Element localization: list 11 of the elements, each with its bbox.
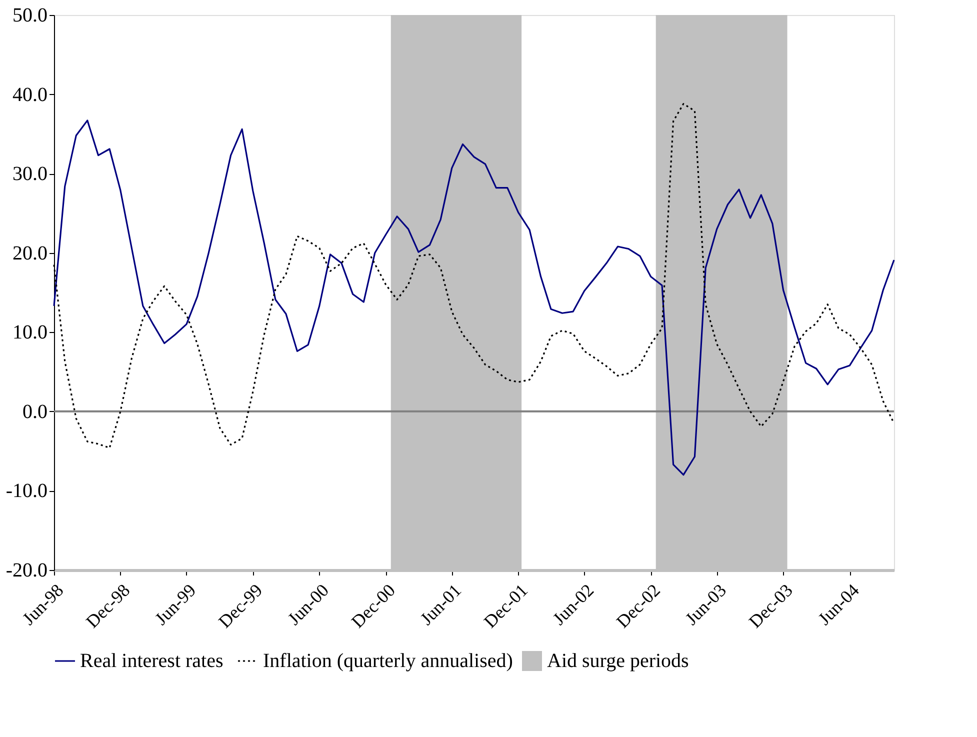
y-tick-label: -10.0 xyxy=(6,480,48,502)
y-tick-label: 20.0 xyxy=(12,242,48,264)
y-tick-label: -20.0 xyxy=(6,560,48,582)
legend-label: Inflation (quarterly annualised) xyxy=(263,650,513,672)
y-tick-label: 0.0 xyxy=(22,400,48,423)
y-tick-label: 10.0 xyxy=(12,322,48,344)
legend-label: Aid surge periods xyxy=(547,650,690,672)
y-tick-label: 50.0 xyxy=(12,4,48,26)
legend-label: Real interest rates xyxy=(80,650,224,672)
y-tick-label: 30.0 xyxy=(12,163,48,186)
y-tick-label: 40.0 xyxy=(12,84,48,106)
